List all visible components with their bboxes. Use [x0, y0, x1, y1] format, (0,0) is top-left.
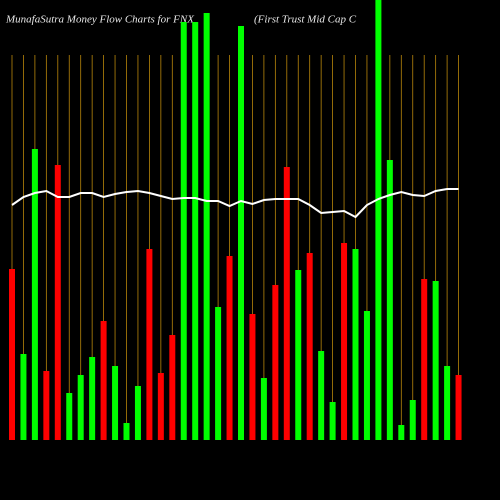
bar	[192, 22, 199, 440]
bar	[352, 249, 359, 440]
bar	[283, 167, 290, 440]
bar	[295, 270, 302, 440]
bar	[180, 22, 187, 440]
bar	[100, 321, 107, 440]
bar	[455, 375, 462, 440]
bar	[54, 165, 61, 440]
bar	[386, 160, 393, 440]
bar	[134, 386, 141, 440]
bar	[112, 366, 119, 440]
bar	[215, 307, 222, 440]
bar	[89, 357, 96, 440]
bar	[238, 26, 244, 440]
money-flow-line	[11, 188, 459, 219]
bar	[77, 375, 84, 440]
bar	[444, 366, 451, 440]
bar	[375, 0, 382, 440]
bar	[329, 402, 336, 440]
bar	[249, 314, 256, 440]
bar	[9, 269, 15, 440]
bar	[146, 249, 153, 440]
bar	[409, 400, 416, 440]
bar	[169, 335, 176, 440]
bar	[421, 279, 428, 440]
chart-subtitle: (First Trust Mid Cap C	[254, 14, 357, 26]
bar	[260, 378, 267, 440]
bar	[272, 285, 279, 440]
bar	[66, 393, 73, 440]
bar	[43, 371, 50, 440]
chart-title: MunafaSutra Money Flow Charts for FNX	[5, 14, 195, 26]
bar	[432, 281, 439, 440]
bar	[398, 425, 405, 440]
bar	[318, 351, 325, 440]
bar	[31, 149, 38, 440]
bar	[341, 243, 348, 440]
bar	[203, 13, 210, 440]
bar	[363, 311, 370, 440]
bar	[306, 253, 313, 440]
bar	[226, 256, 233, 440]
bar	[20, 354, 27, 440]
bar	[123, 423, 130, 440]
bar	[157, 373, 164, 440]
